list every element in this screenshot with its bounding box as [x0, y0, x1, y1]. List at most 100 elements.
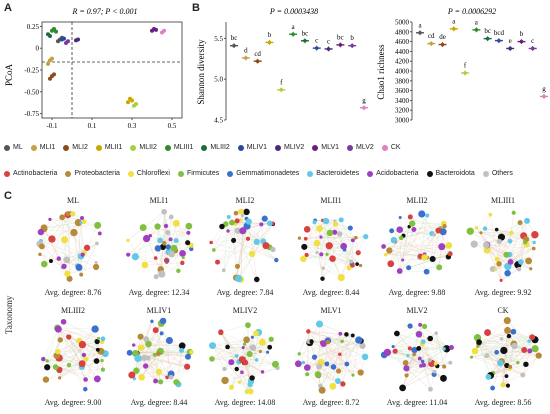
taxa-legend: Actinobacteria Proteobacteria Chloroflexi F… — [4, 170, 521, 177]
network-node — [163, 223, 169, 229]
network-edge — [238, 224, 262, 279]
network-node — [226, 215, 231, 219]
network-edge — [233, 240, 237, 278]
network-node — [74, 218, 82, 227]
pcoa-point — [130, 98, 134, 103]
network-edge — [402, 348, 419, 388]
group-legend: ML MLI1 MLI2 MLII1 MLII2 MLIII1 MLIII2 MLIV1 MLI… — [4, 144, 409, 151]
network-node — [319, 252, 324, 257]
network-edge — [399, 226, 410, 272]
legend-item: CK — [381, 144, 401, 151]
network-edge — [213, 218, 247, 251]
network-edge — [211, 242, 253, 255]
network-node — [358, 263, 363, 268]
network-node — [506, 333, 512, 339]
network-node — [239, 227, 247, 235]
legend-label: MLV1 — [321, 144, 340, 151]
network-graph — [380, 322, 454, 392]
network-node — [173, 238, 179, 244]
network-node — [139, 224, 147, 232]
network-edge — [399, 237, 402, 272]
network-node — [531, 231, 539, 239]
network-edge — [406, 360, 430, 369]
div-ytick-label: 5.0 — [214, 76, 223, 84]
network-node — [316, 363, 323, 370]
network-node — [97, 336, 101, 340]
network-edge — [144, 357, 156, 382]
network-node — [38, 243, 45, 250]
network-node — [494, 227, 499, 232]
network-edge — [50, 214, 69, 262]
network-node — [94, 221, 102, 229]
network-edge — [322, 333, 341, 391]
network-edge — [395, 241, 449, 257]
network-node — [153, 378, 159, 384]
network-node — [338, 217, 344, 223]
network-node — [316, 225, 323, 232]
network-edge — [163, 211, 169, 247]
network-title: MLII1 — [320, 196, 342, 205]
pcoa-annotation: R = 0.97; P < 0.001 — [71, 7, 137, 16]
sig-letter: bc — [231, 34, 238, 42]
legend-label: Actinobacteria — [13, 170, 58, 177]
div-ytick-label: 4400 — [395, 48, 410, 56]
network-title: MLIV2 — [232, 306, 258, 315]
legend-item: ML — [4, 144, 23, 151]
network-node — [398, 215, 402, 220]
network-edge — [231, 342, 263, 363]
network-edge — [402, 215, 428, 261]
network-edge — [316, 243, 323, 279]
network-node — [346, 265, 352, 271]
network-edge — [509, 212, 514, 242]
legend-item: MLIV2 — [275, 144, 304, 151]
network-edge — [474, 244, 510, 255]
network-edge — [399, 257, 421, 272]
network-edge — [146, 338, 188, 367]
legend-swatch — [65, 170, 72, 177]
sig-letter: b — [520, 30, 524, 38]
network-node — [334, 378, 341, 384]
network-node — [340, 381, 346, 387]
network-node — [70, 211, 76, 217]
network-edge — [211, 358, 257, 361]
network-edge — [390, 241, 396, 264]
network-edge — [387, 348, 410, 353]
legend-label: Chloroflexi — [136, 170, 170, 177]
network-edge — [513, 331, 525, 351]
network-node — [209, 240, 213, 245]
network-edge — [478, 342, 489, 377]
legend-swatch — [177, 170, 184, 177]
network-title: MLI2 — [235, 196, 255, 205]
network-edge — [322, 220, 330, 246]
network-edge — [420, 215, 428, 257]
legend-label: MLIII1 — [173, 144, 194, 151]
network-edge — [233, 240, 277, 261]
legend-swatch — [4, 170, 10, 177]
network-node — [137, 333, 144, 340]
network-edge — [158, 351, 192, 354]
network-node — [303, 225, 311, 233]
network-edge — [501, 260, 529, 281]
sig-letter: g — [542, 85, 546, 93]
network-edge — [146, 238, 179, 271]
network-edge — [166, 340, 170, 378]
legend-swatch — [4, 144, 10, 151]
network-edge — [307, 356, 366, 375]
network-degree: Avg. degree: 14.08 — [214, 398, 276, 407]
pcoa-point — [134, 102, 138, 107]
network-edge — [144, 262, 183, 266]
sig-letter: a — [452, 17, 456, 25]
network-node — [60, 318, 67, 325]
div-ytick-label: 4200 — [395, 58, 410, 66]
sig-letter: a — [475, 18, 479, 26]
network-node — [143, 336, 150, 342]
network-edge — [59, 338, 104, 379]
network-edge — [39, 243, 97, 268]
network-edge — [477, 337, 530, 352]
sig-letter: bc — [484, 27, 491, 35]
network-node — [316, 320, 324, 328]
network-node — [401, 258, 405, 262]
network-node — [159, 331, 164, 336]
network-node — [421, 323, 428, 330]
network-edge — [233, 240, 239, 279]
